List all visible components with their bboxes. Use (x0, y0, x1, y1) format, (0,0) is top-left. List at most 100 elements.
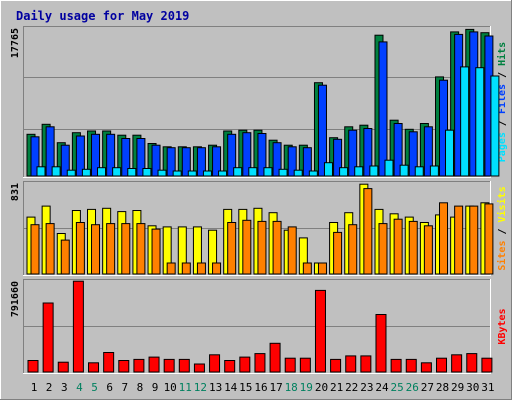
x-tick-label-day-6: 6 (106, 381, 113, 394)
x-tick-label-day-9: 9 (152, 381, 159, 394)
bar-sites-day-26 (408, 220, 418, 275)
bar-pages-day-24 (384, 159, 394, 177)
bar-pages-day-16 (263, 167, 273, 177)
legend-entry: KBytes (497, 308, 508, 344)
bar-pages-day-27 (429, 165, 439, 177)
bar-kbytes-day-12 (193, 363, 205, 373)
bar-pages-day-12 (202, 170, 212, 177)
bar-sites-day-3 (60, 239, 70, 275)
bar-kbytes-day-16 (254, 353, 266, 373)
bar-files-day-23 (363, 128, 373, 177)
bar-kbytes-day-6 (103, 352, 115, 373)
bar-sites-day-4 (75, 222, 85, 275)
bar-kbytes-day-23 (360, 355, 372, 373)
bar-sites-day-11 (181, 262, 191, 275)
bar-files-day-24 (378, 41, 388, 177)
bar-kbytes-day-9 (148, 356, 160, 373)
panel-axis-legend: KBytes (497, 308, 508, 344)
bar-sites-day-5 (91, 224, 101, 275)
bar-sites-day-9 (151, 228, 161, 275)
bar-sites-day-14 (227, 222, 237, 275)
panel-axis-legend: Pages / Files / Hits (496, 42, 508, 162)
bar-sites-day-2 (45, 223, 55, 275)
bar-sites-day-27 (423, 225, 433, 275)
x-tick-label-day-1: 1 (31, 381, 38, 394)
bar-kbytes-day-29 (451, 354, 463, 373)
x-tick-label-day-23: 23 (360, 381, 373, 394)
legend-entry: Visits (496, 186, 508, 222)
x-axis-tick-labels: 1 2 3 4 5 6 7 8 9 10 11 12 13 14 15 16 17 18 19 20 21 22 23 24 2… (31, 381, 495, 394)
x-tick-label-day-16: 16 (254, 381, 267, 394)
bar-pages-day-1 (36, 166, 46, 177)
bar-sites-day-28 (439, 202, 449, 275)
bar-files-day-18 (287, 146, 297, 177)
bar-kbytes-day-21 (330, 358, 342, 373)
panel-axis-legend: Sites / Visits (496, 186, 508, 270)
bar-files-day-17 (272, 142, 282, 177)
legend-entry: Sites (496, 241, 508, 271)
x-tick-label-day-22: 22 (345, 381, 358, 394)
bar-files-day-11 (181, 147, 191, 177)
x-tick-label-day-5: 5 (91, 381, 98, 394)
bar-files-day-10 (166, 147, 176, 177)
bar-pages-day-17 (278, 168, 288, 177)
bar-pages-day-2 (51, 166, 61, 177)
bar-kbytes-day-3 (57, 361, 69, 373)
bar-files-day-9 (151, 144, 161, 177)
kbytes-panel: 791660 KBytes (10, 279, 508, 374)
x-tick-label-day-10: 10 (164, 381, 177, 394)
bar-pages-day-14 (233, 167, 243, 177)
legend-entry: / (497, 114, 508, 132)
bar-files-day-3 (60, 144, 70, 177)
bar-pages-day-28 (445, 129, 455, 177)
bar-sites-day-23 (363, 188, 373, 275)
bar-sites-day-29 (454, 205, 464, 275)
bar-kbytes-day-7 (118, 360, 130, 373)
bar-kbytes-day-30 (466, 353, 478, 373)
bar-pages-day-30 (475, 67, 485, 177)
bar-kbytes-day-14 (224, 360, 236, 373)
bar-pages-day-29 (460, 66, 470, 177)
x-tick-label-day-21: 21 (330, 381, 343, 394)
bar-pages-day-9 (157, 169, 167, 177)
bar-kbytes-day-18 (284, 357, 296, 373)
bar-files-day-21 (333, 138, 343, 177)
bar-files-day-5 (91, 133, 101, 177)
bar-sites-day-6 (106, 223, 116, 275)
x-tick-label-day-13: 13 (209, 381, 222, 394)
panel-y-max-label: 831 (10, 183, 21, 201)
x-tick-label-day-20: 20 (315, 381, 328, 394)
bar-pages-day-23 (369, 165, 379, 177)
bar-pages-day-26 (414, 166, 424, 177)
bar-files-day-7 (121, 138, 131, 177)
chart-title: Daily usage for May 2019 (16, 9, 189, 23)
bar-pages-day-7 (127, 168, 137, 177)
bar-kbytes-day-13 (209, 354, 221, 373)
bar-pages-day-31 (490, 75, 500, 177)
bar-kbytes-day-28 (436, 357, 448, 373)
bar-pages-day-13 (218, 170, 228, 177)
bar-pages-day-15 (248, 167, 258, 177)
bar-kbytes-day-19 (299, 357, 311, 373)
legend-entry: Hits (496, 42, 508, 66)
hits-panel: 17765 Pages / Files / Hits (10, 26, 508, 178)
x-tick-label-day-4: 4 (76, 381, 83, 394)
chart-panels: 17765 Pages / Files / Hits 831 Sites / Visi… (10, 26, 508, 374)
x-tick-label-day-27: 27 (421, 381, 434, 394)
bar-kbytes-day-27 (420, 362, 432, 373)
bar-sites-day-25 (393, 218, 403, 275)
bar-sites-day-1 (30, 224, 40, 275)
bar-pages-day-19 (308, 170, 318, 177)
bar-sites-day-7 (121, 223, 131, 275)
bar-kbytes-day-4 (72, 280, 84, 373)
bar-sites-day-20 (317, 262, 327, 275)
bar-kbytes-day-2 (42, 302, 54, 373)
legend-entry: / (497, 66, 508, 84)
bar-files-day-27 (423, 126, 433, 177)
bar-files-day-13 (212, 146, 222, 177)
bar-sites-day-16 (257, 220, 267, 275)
bar-pages-day-4 (81, 168, 91, 177)
x-tick-label-day-28: 28 (436, 381, 449, 394)
bar-files-day-6 (106, 133, 116, 177)
x-tick-label-day-17: 17 (269, 381, 282, 394)
